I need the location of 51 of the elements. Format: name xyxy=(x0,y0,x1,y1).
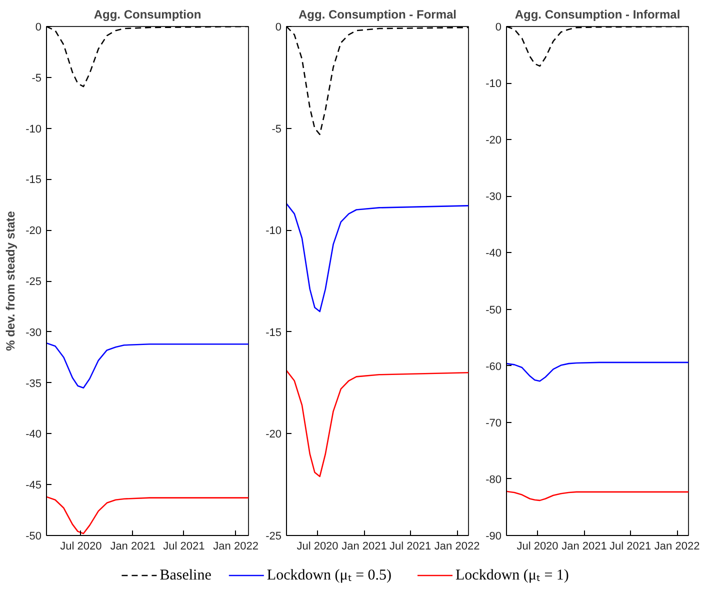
y-tick-label: -15 xyxy=(26,174,42,186)
y-tick-label: -35 xyxy=(26,378,42,390)
y-tick-label: -25 xyxy=(266,530,282,542)
y-tick-label: -20 xyxy=(266,428,282,441)
y-tick-label: -20 xyxy=(26,225,42,238)
y-tick-label: -50 xyxy=(26,530,42,542)
chart-title: Agg. Consumption - Informal xyxy=(514,8,680,22)
chart-title: Agg. Consumption xyxy=(94,8,202,22)
line-series xyxy=(286,202,468,312)
y-tick-label: -15 xyxy=(266,326,282,339)
y-tick-label: -30 xyxy=(486,191,502,204)
x-tick-label: Jul 2020 xyxy=(60,540,102,552)
y-tick-label: -45 xyxy=(26,480,42,492)
y-tick-label: -60 xyxy=(486,360,502,373)
y-tick-label: -5 xyxy=(32,72,42,84)
line-series xyxy=(506,362,688,382)
x-tick-label: Jan 2022 xyxy=(654,540,700,552)
legend-label: Baseline xyxy=(160,568,212,584)
y-tick-label: -70 xyxy=(486,417,502,430)
y-tick-label: -5 xyxy=(272,123,282,136)
y-tick-label: -40 xyxy=(26,428,42,441)
x-tick-label: Jul 2021 xyxy=(163,540,205,552)
y-tick-label: -20 xyxy=(486,134,502,147)
y-tick-label: -90 xyxy=(486,530,502,542)
y-tick-label: -80 xyxy=(486,474,502,486)
y-tick-label: 0 xyxy=(275,22,282,34)
x-tick-label: Jan 2021 xyxy=(342,540,387,552)
x-tick-label: Jan 2021 xyxy=(562,540,607,552)
x-tick-label: Jan 2022 xyxy=(213,540,258,552)
x-tick-label: Jan 2022 xyxy=(434,540,480,552)
y-tick-label: 0 xyxy=(495,22,502,34)
y-tick-label: -10 xyxy=(266,225,282,238)
x-tick-label: Jul 2021 xyxy=(609,540,652,552)
y-tick-label: -10 xyxy=(486,78,502,90)
y-tick-label: -30 xyxy=(26,326,42,339)
legend-label: Lockdown (μₜ = 0.5) xyxy=(266,568,392,584)
line-series xyxy=(286,370,468,478)
x-tick-label: Jul 2020 xyxy=(296,540,338,552)
x-tick-label: Jul 2020 xyxy=(516,540,558,552)
y-tick-label: 0 xyxy=(35,22,42,34)
y-tick-label: -50 xyxy=(486,304,502,316)
chart-title: Agg. Consumption - Formal xyxy=(298,8,457,22)
x-tick-label: Jan 2021 xyxy=(110,540,156,552)
legend-label: Lockdown (μₜ = 1) xyxy=(456,568,569,584)
line-series xyxy=(46,342,248,389)
y-tick-label: -25 xyxy=(26,276,42,288)
y-tick-label: -10 xyxy=(26,123,42,136)
line-series xyxy=(506,490,688,502)
x-tick-label: Jul 2021 xyxy=(389,540,432,552)
y-tick-label: -40 xyxy=(486,248,502,260)
y-axis-title: % dev. from steady state xyxy=(4,210,18,351)
